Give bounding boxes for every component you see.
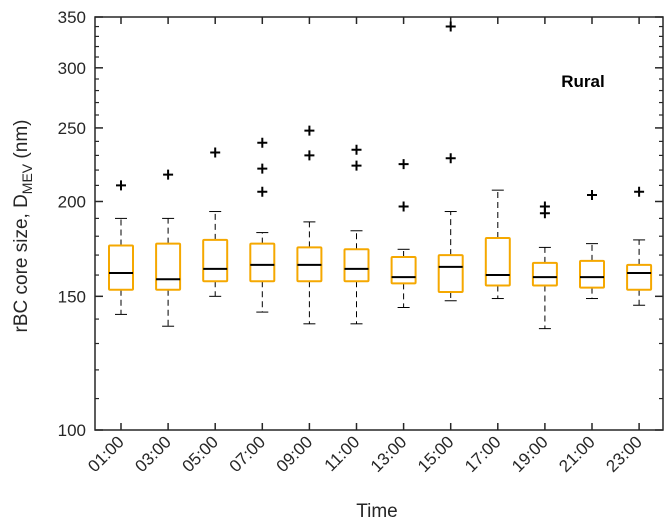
y-tick-label: 200: [58, 192, 86, 211]
y-axis-title-main: rBC core size, D: [11, 194, 32, 332]
outlier-marker: [351, 160, 362, 171]
box-group: [249, 137, 276, 313]
box-group: [155, 169, 182, 327]
box-group: [531, 201, 558, 330]
y-axis-title-subscript: MEV: [19, 163, 35, 194]
outlier-marker: [445, 21, 456, 32]
box-iqr: [108, 244, 134, 291]
x-ticks: [120, 17, 640, 430]
boxes-group: [108, 21, 653, 330]
y-tick-label: 100: [58, 421, 86, 440]
outlier-marker: [257, 137, 268, 148]
outlier-marker: [257, 163, 268, 174]
box-group: [484, 189, 511, 300]
outlier-marker: [587, 189, 597, 200]
outlier-marker: [163, 169, 174, 180]
y-tick-label: 350: [58, 8, 86, 27]
box-group: [390, 159, 417, 309]
outlier-marker: [351, 144, 362, 155]
box-iqr: [484, 237, 511, 287]
box-group: [579, 189, 605, 300]
outlier-marker: [304, 125, 315, 136]
y-axis-title-unit: (nm): [11, 120, 32, 164]
box-iqr: [390, 256, 417, 285]
outlier-marker: [257, 186, 268, 197]
y-axis-title: rBC core size, DMEV (nm): [11, 120, 35, 333]
box-group: [343, 144, 370, 325]
outlier-marker: [398, 201, 409, 212]
box-iqr: [343, 248, 370, 283]
outlier-marker: [210, 147, 221, 158]
box-group: [437, 21, 464, 302]
box-iqr: [155, 242, 182, 291]
outlier-marker: [445, 153, 456, 164]
box-iqr: [437, 254, 464, 293]
outlier-marker: [398, 159, 409, 170]
y-tick-labels: 100 150 200 250 300 350: [58, 8, 86, 440]
x-axis-title: Time: [356, 501, 398, 522]
box-group: [626, 186, 653, 306]
box-group: [202, 147, 229, 297]
box-iqr: [202, 238, 229, 283]
outlier-marker: [634, 186, 645, 197]
outlier-marker: [304, 150, 315, 161]
box-iqr: [249, 242, 276, 283]
chart-annotation: Rural: [561, 72, 604, 91]
y-tick-label: 300: [58, 59, 86, 78]
outlier-marker: [116, 180, 126, 191]
plot-frame: [94, 16, 664, 431]
y-tick-label: 150: [58, 287, 86, 306]
box-group: [296, 125, 323, 325]
y-tick-label: 250: [58, 119, 86, 138]
box-group: [108, 180, 134, 315]
box-iqr: [626, 263, 653, 291]
box-iqr: [531, 261, 558, 287]
outlier-marker: [539, 201, 550, 212]
box-iqr: [579, 259, 605, 289]
